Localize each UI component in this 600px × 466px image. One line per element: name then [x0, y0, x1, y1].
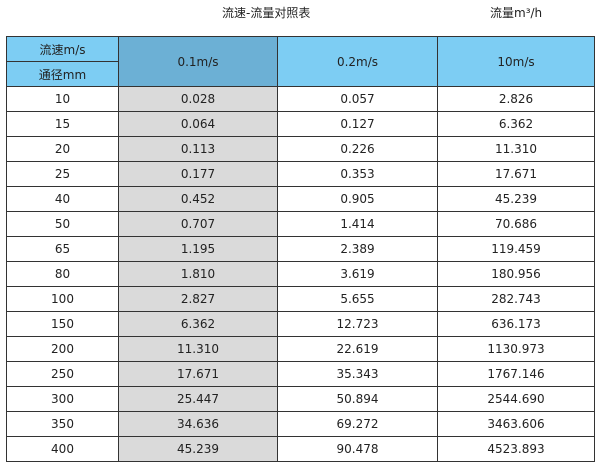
flow-cell: 6.362 — [437, 111, 595, 137]
table-row: 80 1.810 3.619 180.956 — [6, 261, 595, 287]
flow-cell: 3.619 — [277, 261, 438, 287]
flow-table: 流速m/s 0.1m/s 0.2m/s 10m/s 通径mm 10 0.028 0.… — [6, 36, 595, 462]
diameter-cell: 40 — [6, 186, 119, 212]
column-header: 0.2m/s — [277, 36, 438, 87]
flow-cell: 2544.690 — [437, 386, 595, 412]
flow-cell: 0.057 — [277, 86, 438, 112]
velocity-header: 流速m/s — [6, 36, 119, 62]
flow-cell: 11.310 — [118, 336, 278, 362]
flow-cell: 180.956 — [437, 261, 595, 287]
table-row: 65 1.195 2.389 119.459 — [6, 236, 595, 262]
flow-cell: 2.827 — [118, 286, 278, 312]
diameter-cell: 100 — [6, 286, 119, 312]
diameter-cell: 80 — [6, 261, 119, 287]
table-row: 400 45.239 90.478 4523.893 — [6, 436, 595, 462]
diameter-cell: 10 — [6, 86, 119, 112]
flow-cell: 1.414 — [277, 211, 438, 237]
diameter-cell: 350 — [6, 411, 119, 437]
flow-cell: 6.362 — [118, 311, 278, 337]
diameter-cell: 200 — [6, 336, 119, 362]
flow-cell: 25.447 — [118, 386, 278, 412]
flow-cell: 0.226 — [277, 136, 438, 162]
column-header: 10m/s — [437, 36, 595, 87]
table-row: 350 34.636 69.272 3463.606 — [6, 411, 595, 437]
flow-cell: 34.636 — [118, 411, 278, 437]
flow-cell: 0.028 — [118, 86, 278, 112]
flow-cell: 17.671 — [118, 361, 278, 387]
diameter-cell: 400 — [6, 436, 119, 462]
flow-cell: 90.478 — [277, 436, 438, 462]
diameter-header: 通径mm — [6, 61, 119, 87]
flow-cell: 0.127 — [277, 111, 438, 137]
table-row: 300 25.447 50.894 2544.690 — [6, 386, 595, 412]
flow-cell: 636.173 — [437, 311, 595, 337]
flow-cell: 22.619 — [277, 336, 438, 362]
flow-cell: 45.239 — [437, 186, 595, 212]
flow-cell: 70.686 — [437, 211, 595, 237]
flow-cell: 4523.893 — [437, 436, 595, 462]
flow-cell: 50.894 — [277, 386, 438, 412]
flow-cell: 1767.146 — [437, 361, 595, 387]
diameter-cell: 15 — [6, 111, 119, 137]
table-row: 40 0.452 0.905 45.239 — [6, 186, 595, 212]
table-row: 200 11.310 22.619 1130.973 — [6, 336, 595, 362]
flow-cell: 69.272 — [277, 411, 438, 437]
flow-cell: 3463.606 — [437, 411, 595, 437]
flow-cell: 119.459 — [437, 236, 595, 262]
flow-cell: 0.113 — [118, 136, 278, 162]
flow-cell: 0.707 — [118, 211, 278, 237]
flow-cell: 11.310 — [437, 136, 595, 162]
flow-cell: 1130.973 — [437, 336, 595, 362]
column-header: 0.1m/s — [118, 36, 278, 87]
flow-cell: 0.905 — [277, 186, 438, 212]
diameter-cell: 65 — [6, 236, 119, 262]
flow-cell: 0.353 — [277, 161, 438, 187]
flow-cell: 1.810 — [118, 261, 278, 287]
table-row: 15 0.064 0.127 6.362 — [6, 111, 595, 137]
table-row: 25 0.177 0.353 17.671 — [6, 161, 595, 187]
diameter-cell: 300 — [6, 386, 119, 412]
flow-cell: 282.743 — [437, 286, 595, 312]
flow-cell: 2.826 — [437, 86, 595, 112]
flow-cell: 17.671 — [437, 161, 595, 187]
flow-cell: 1.195 — [118, 236, 278, 262]
unit-label: 流量m³/h — [490, 6, 543, 20]
flow-cell: 5.655 — [277, 286, 438, 312]
table-row: 10 0.028 0.057 2.826 — [6, 86, 595, 112]
flow-cell: 2.389 — [277, 236, 438, 262]
diameter-cell: 25 — [6, 161, 119, 187]
table-row: 50 0.707 1.414 70.686 — [6, 211, 595, 237]
table-row: 150 6.362 12.723 636.173 — [6, 311, 595, 337]
diameter-cell: 250 — [6, 361, 119, 387]
table-row: 20 0.113 0.226 11.310 — [6, 136, 595, 162]
flow-cell: 0.452 — [118, 186, 278, 212]
flow-cell: 12.723 — [277, 311, 438, 337]
table-row: 250 17.671 35.343 1767.146 — [6, 361, 595, 387]
diameter-cell: 50 — [6, 211, 119, 237]
table-row: 100 2.827 5.655 282.743 — [6, 286, 595, 312]
table-title: 流速-流量对照表 — [222, 6, 311, 20]
flow-cell: 45.239 — [118, 436, 278, 462]
flow-cell: 0.064 — [118, 111, 278, 137]
diameter-cell: 20 — [6, 136, 119, 162]
flow-cell: 35.343 — [277, 361, 438, 387]
diameter-cell: 150 — [6, 311, 119, 337]
flow-cell: 0.177 — [118, 161, 278, 187]
